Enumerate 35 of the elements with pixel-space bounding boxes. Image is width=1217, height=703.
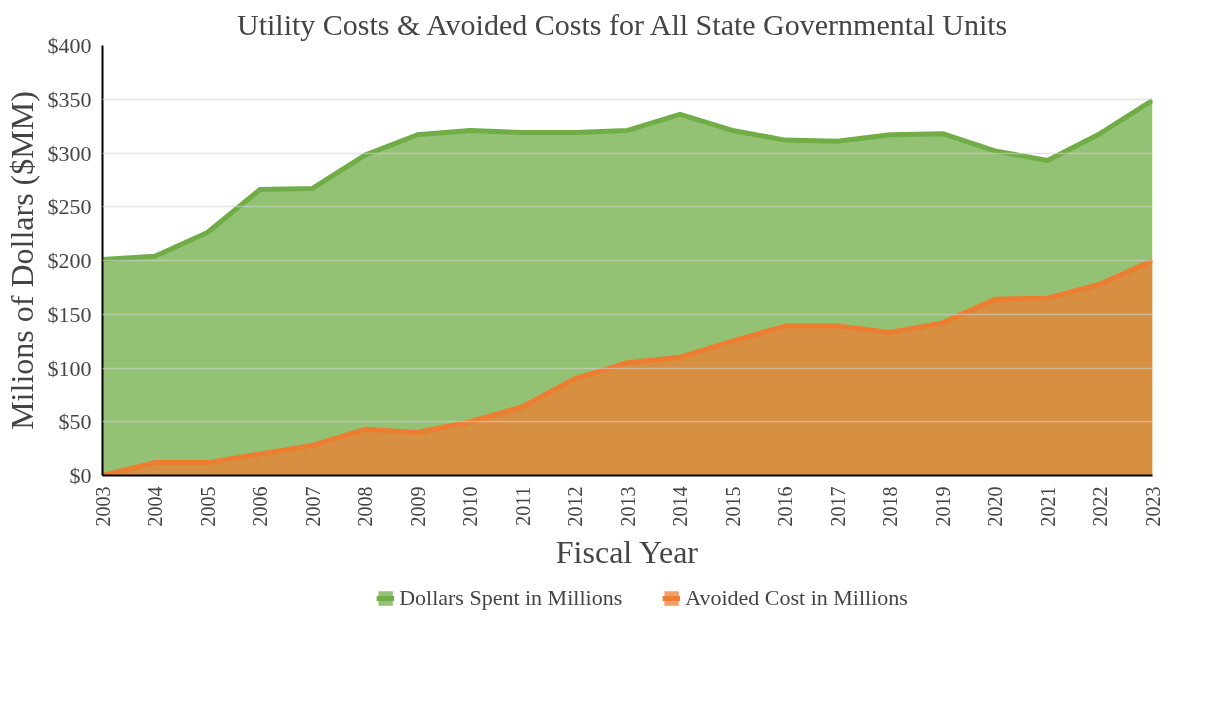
x-tick-label: 2006 bbox=[249, 486, 271, 527]
chart-title: Utility Costs & Avoided Costs for All State Governmental Units bbox=[236, 7, 1008, 41]
y-tick-label: $150 bbox=[47, 301, 92, 327]
x-tick-label: 2007 bbox=[301, 486, 324, 527]
y-tick-label: $350 bbox=[47, 86, 92, 112]
x-tick-label: 2015 bbox=[721, 486, 744, 527]
x-tick-label: 2018 bbox=[879, 486, 901, 527]
x-tick-label: 2020 bbox=[984, 486, 1006, 527]
x-tick-label: 2022 bbox=[1089, 486, 1111, 527]
legend-label: Avoided Cost in Millions bbox=[685, 585, 908, 611]
x-tick-label: 2014 bbox=[669, 486, 691, 527]
x-tick-label: 2023 bbox=[1141, 486, 1164, 527]
x-tick-label: 2012 bbox=[564, 486, 586, 527]
y-tick-label: $100 bbox=[47, 355, 92, 381]
legend-label: Dollars Spent in Millions bbox=[399, 585, 623, 611]
x-tick-label: 2008 bbox=[354, 486, 376, 527]
x-tick-label: 2016 bbox=[774, 486, 796, 527]
x-tick-label: 2019 bbox=[931, 486, 954, 527]
y-tick-label: $300 bbox=[47, 140, 92, 166]
y-tick-label: $200 bbox=[47, 248, 92, 273]
x-tick-label: 2021 bbox=[1036, 486, 1059, 527]
y-tick-label: $250 bbox=[47, 194, 92, 220]
x-tick-label: 2011 bbox=[511, 486, 534, 526]
x-tick-label: 2017 bbox=[826, 486, 849, 527]
x-tick-label: 2004 bbox=[144, 486, 166, 527]
y-tick-label: $0 bbox=[69, 463, 92, 488]
x-tick-label: 2009 bbox=[406, 486, 429, 527]
x-axis-title: Fiscal Year bbox=[555, 534, 699, 571]
x-tick-label: 2005 bbox=[196, 486, 219, 527]
y-tick-label: $400 bbox=[47, 33, 92, 58]
x-tick-label: 2013 bbox=[616, 486, 639, 527]
x-tick-label: 2010 bbox=[459, 486, 481, 527]
y-tick-label: $50 bbox=[58, 409, 92, 435]
x-tick-label: 2003 bbox=[91, 486, 114, 527]
y-axis-title: Milions of Dollars ($MM) bbox=[3, 91, 40, 430]
